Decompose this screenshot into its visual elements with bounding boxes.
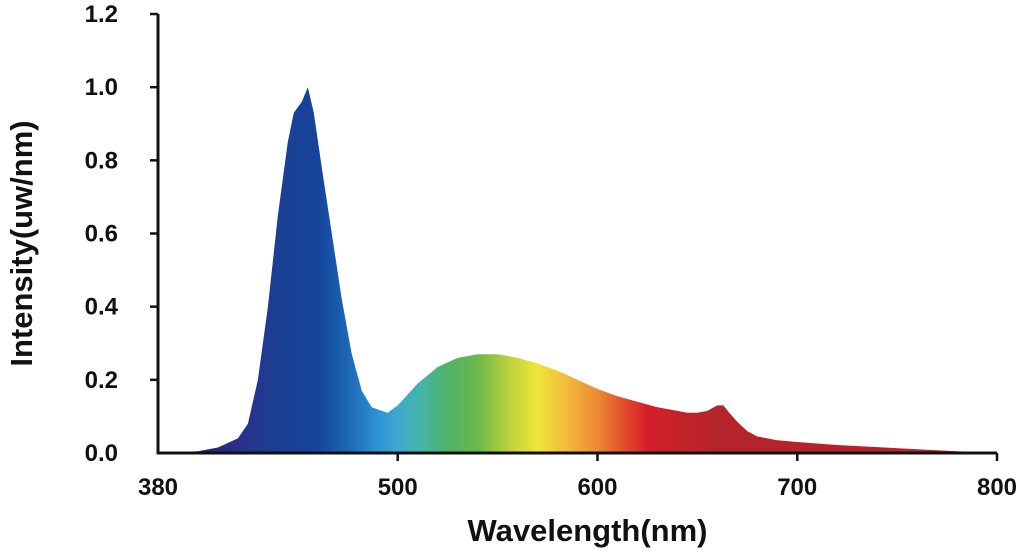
x-axis-title: Wavelength(nm) [468,513,708,548]
y-axis: 0.0 0.2 0.4 0.6 0.8 1.0 1.2 [85,1,160,467]
x-tick-label: 700 [777,474,817,501]
y-axis-title: Intensity(uw/nm) [4,120,39,366]
y-tick-label: 0.6 [85,221,118,248]
x-tick-label: 600 [577,474,617,501]
y-tick-label: 1.2 [85,1,118,28]
y-tick-label: 1.0 [85,74,118,101]
y-tick-label: 0.8 [85,147,118,174]
x-tick-label: 800 [977,474,1017,501]
y-tick-label: 0.4 [85,294,119,321]
spectrum-area [158,87,997,453]
x-axis: 380 500 600 700 800 [138,451,1017,501]
x-tick-label: 380 [138,474,178,501]
y-tick-label: 0.2 [85,367,118,394]
plot-area [158,87,997,453]
x-tick-label: 500 [378,474,418,501]
y-tick-label: 0.0 [85,440,118,467]
